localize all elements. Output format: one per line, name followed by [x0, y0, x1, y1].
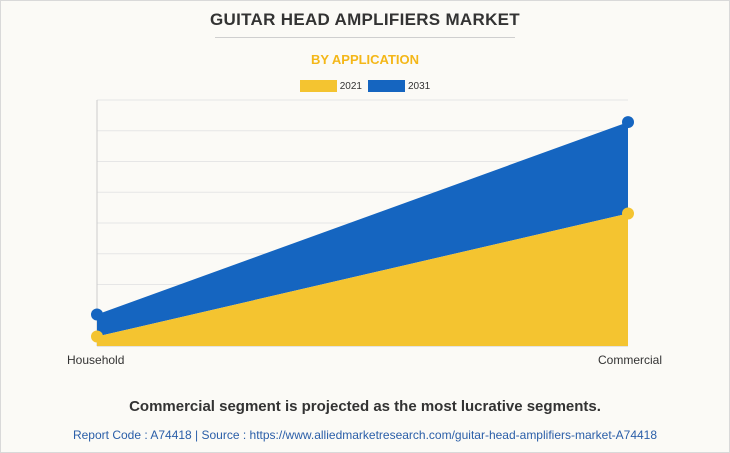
- chart-title: GUITAR HEAD AMPLIFIERS MARKET: [210, 10, 520, 29]
- legend: 2021 2031: [0, 80, 730, 92]
- point-2031-commercial: [622, 116, 634, 129]
- legend-item-2031: 2031: [368, 80, 430, 92]
- chart-subtitle: BY APPLICATION: [310, 52, 420, 67]
- legend-swatch-2031: [368, 80, 405, 92]
- legend-swatch-2021: [299, 80, 337, 92]
- point-2021-commercial: [622, 207, 634, 220]
- source-citation: Report Code : A74418 | Source : https://…: [72, 428, 658, 442]
- area-2021: [97, 213, 628, 346]
- legend-item-2021: 2021: [299, 80, 362, 92]
- title-divider: [215, 37, 515, 38]
- point-2031-household: [91, 308, 103, 321]
- point-2021-household: [91, 330, 103, 343]
- chart-note: Commercial segment is projected as the m…: [129, 398, 601, 415]
- x-tick-label: Household: [67, 353, 124, 367]
- area-2031: [97, 122, 628, 337]
- legend-label-2031: 2031: [408, 80, 431, 92]
- x-tick-label: Commercial: [598, 353, 662, 367]
- legend-label-2021: 2021: [339, 80, 362, 92]
